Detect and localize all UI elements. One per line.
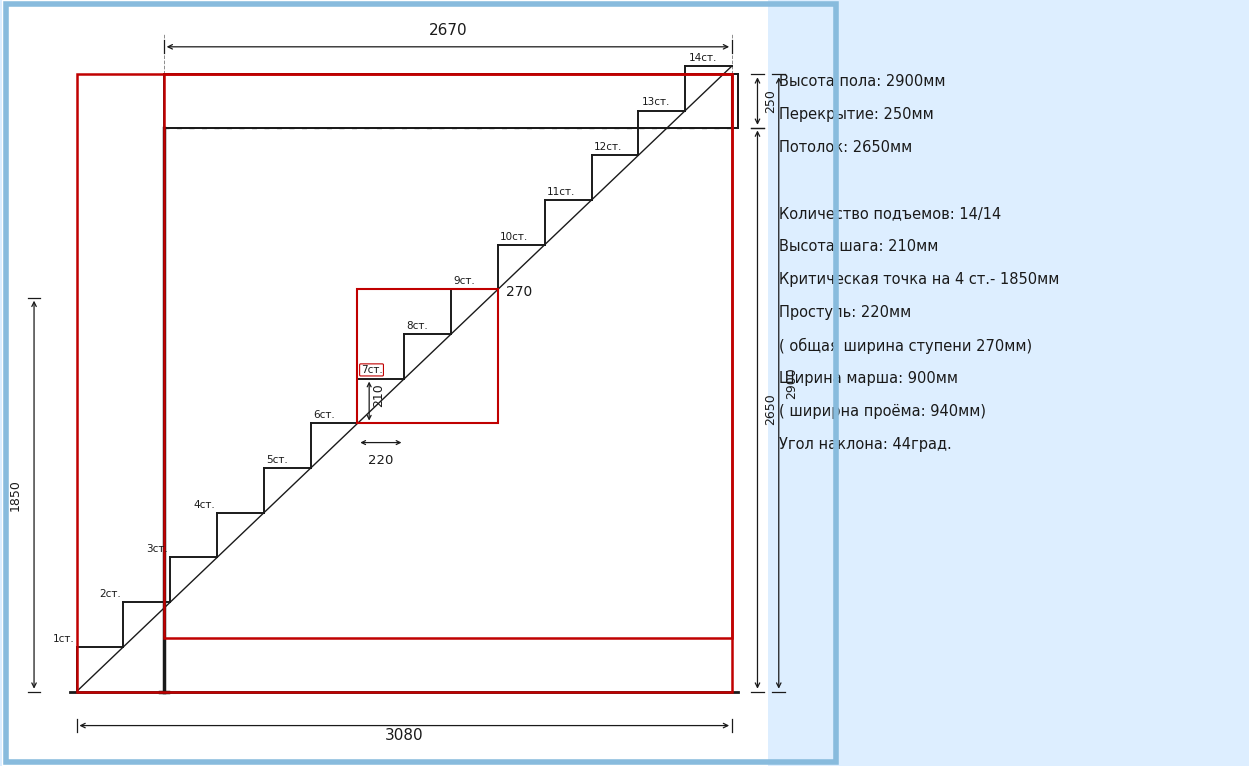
Text: Перекрытие: 250мм: Перекрытие: 250мм [779,107,933,123]
Text: Проступь: 220мм: Проступь: 220мм [779,306,911,320]
Text: 2900: 2900 [786,367,798,399]
Text: Потолок: 2650мм: Потолок: 2650мм [779,140,912,155]
Text: 6ст.: 6ст. [312,411,335,421]
Text: Ширина марша: 900мм: Ширина марша: 900мм [779,372,958,386]
Text: 12ст.: 12ст. [593,142,622,152]
Text: 14ст.: 14ст. [688,53,717,63]
Text: 1ст.: 1ст. [52,633,75,643]
Text: 2650: 2650 [764,394,777,425]
Text: 3ст.: 3ст. [146,545,169,555]
Text: Угол наклона: 44град.: Угол наклона: 44град. [779,437,952,452]
Text: 5ст.: 5ст. [266,455,287,465]
Text: Высота шага: 210мм: Высота шага: 210мм [779,239,938,254]
Bar [357,290,498,424]
Text: 10ст.: 10ст. [500,231,528,241]
Text: 11ст.: 11ст. [547,187,576,197]
Text: 2670: 2670 [428,23,467,38]
Text: ( ширирна проёма: 940мм): ( ширирна проёма: 940мм) [779,404,985,419]
Text: 220: 220 [368,454,393,467]
Bar [76,74,732,692]
Text: 270: 270 [506,284,532,299]
Text: 250: 250 [764,89,777,113]
Bar [164,74,738,128]
Text: 8ст.: 8ст. [406,321,428,331]
Text: 9ст.: 9ст. [453,277,475,286]
Text: 1850: 1850 [9,479,21,511]
Text: Критическая точка на 4 ст.- 1850мм: Критическая точка на 4 ст.- 1850мм [779,273,1059,287]
Text: ( общая ширина ступени 270мм): ( общая ширина ступени 270мм) [779,339,1032,355]
Bar [2,0,768,766]
Text: 210: 210 [372,383,386,407]
Text: Количество подъемов: 14/14: Количество подъемов: 14/14 [779,206,1000,221]
Bar [164,74,732,638]
Text: 3080: 3080 [385,728,423,742]
Text: 2ст.: 2ст. [100,589,121,599]
Text: Высота пола: 2900мм: Высота пола: 2900мм [779,74,945,90]
Text: 7ст.: 7ст. [361,365,382,375]
Text: 13ст.: 13ст. [642,97,669,107]
Text: 4ст.: 4ст. [194,499,215,509]
